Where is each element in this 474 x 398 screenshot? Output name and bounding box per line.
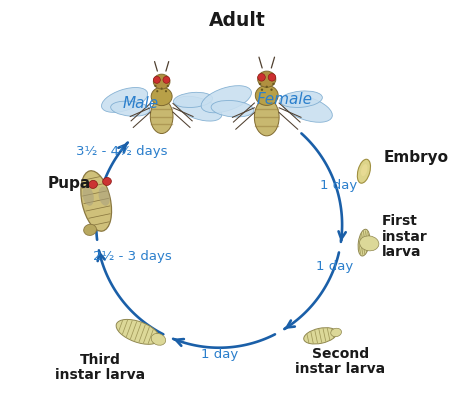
Text: 2½ - 3 days: 2½ - 3 days bbox=[92, 250, 171, 263]
Ellipse shape bbox=[173, 92, 213, 107]
Text: Male: Male bbox=[123, 96, 159, 111]
Ellipse shape bbox=[270, 88, 273, 91]
Ellipse shape bbox=[101, 88, 147, 112]
Ellipse shape bbox=[201, 86, 251, 113]
Ellipse shape bbox=[357, 159, 371, 183]
Ellipse shape bbox=[255, 86, 278, 105]
Ellipse shape bbox=[261, 88, 263, 91]
Ellipse shape bbox=[258, 74, 265, 81]
Ellipse shape bbox=[154, 76, 160, 83]
Ellipse shape bbox=[81, 171, 111, 231]
Ellipse shape bbox=[167, 85, 169, 87]
Ellipse shape bbox=[151, 87, 172, 105]
Ellipse shape bbox=[304, 328, 337, 344]
Ellipse shape bbox=[161, 88, 163, 90]
Ellipse shape bbox=[165, 90, 167, 92]
Ellipse shape bbox=[156, 90, 158, 92]
Text: Second
instar larva: Second instar larva bbox=[295, 347, 385, 377]
Ellipse shape bbox=[163, 76, 170, 83]
Text: 1 day: 1 day bbox=[201, 348, 238, 361]
Ellipse shape bbox=[116, 320, 160, 344]
Ellipse shape bbox=[155, 85, 156, 87]
Ellipse shape bbox=[268, 74, 276, 81]
Ellipse shape bbox=[154, 74, 170, 89]
Ellipse shape bbox=[361, 164, 367, 176]
Ellipse shape bbox=[331, 328, 341, 337]
Text: 1 day: 1 day bbox=[316, 260, 353, 273]
Ellipse shape bbox=[358, 229, 370, 256]
Ellipse shape bbox=[255, 99, 279, 136]
Text: Embryo: Embryo bbox=[384, 150, 449, 165]
Text: 3½ - 4½ days: 3½ - 4½ days bbox=[76, 145, 168, 158]
Ellipse shape bbox=[259, 83, 261, 85]
Ellipse shape bbox=[110, 101, 150, 116]
Ellipse shape bbox=[84, 224, 96, 236]
Text: Third
instar larva: Third instar larva bbox=[55, 353, 145, 382]
Ellipse shape bbox=[282, 95, 332, 122]
Ellipse shape bbox=[272, 83, 274, 85]
Text: Adult: Adult bbox=[209, 11, 265, 29]
Ellipse shape bbox=[258, 71, 276, 87]
Ellipse shape bbox=[359, 236, 379, 251]
Text: First
instar
larva: First instar larva bbox=[382, 214, 428, 259]
Ellipse shape bbox=[176, 96, 222, 121]
Ellipse shape bbox=[103, 178, 111, 185]
Text: Pupa: Pupa bbox=[47, 176, 91, 191]
Ellipse shape bbox=[280, 91, 322, 107]
Ellipse shape bbox=[265, 86, 268, 88]
Text: 1 day: 1 day bbox=[319, 179, 357, 191]
Ellipse shape bbox=[150, 100, 173, 133]
Text: Female: Female bbox=[256, 92, 312, 107]
Ellipse shape bbox=[89, 180, 97, 188]
Ellipse shape bbox=[211, 100, 254, 117]
Ellipse shape bbox=[99, 186, 110, 206]
Ellipse shape bbox=[151, 334, 165, 345]
Ellipse shape bbox=[82, 186, 94, 206]
